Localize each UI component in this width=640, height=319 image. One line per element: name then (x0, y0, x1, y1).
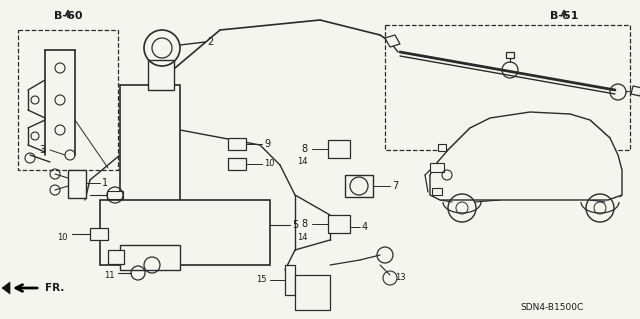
Bar (438, 144, 446, 151)
Bar (18, 30, 118, 170)
Text: 8: 8 (302, 144, 308, 154)
Bar (328, 215, 350, 233)
Polygon shape (631, 86, 640, 96)
Polygon shape (430, 112, 622, 200)
Bar (285, 265, 295, 295)
Text: 1: 1 (102, 178, 108, 188)
Polygon shape (506, 52, 514, 58)
Text: 5: 5 (292, 220, 298, 230)
Text: 11: 11 (104, 271, 115, 280)
Bar (228, 138, 246, 150)
Text: 3: 3 (39, 145, 45, 155)
Text: 12: 12 (307, 291, 317, 300)
Bar (228, 158, 246, 170)
Bar (328, 140, 350, 158)
Bar (432, 188, 442, 195)
Polygon shape (120, 85, 180, 240)
Text: B-51: B-51 (550, 11, 578, 21)
Bar (430, 163, 444, 172)
Text: 4: 4 (362, 222, 368, 232)
Bar (148, 60, 174, 90)
Bar (295, 275, 330, 310)
Text: 2: 2 (207, 37, 213, 47)
Text: B-60: B-60 (54, 11, 83, 21)
Text: 8: 8 (302, 219, 308, 229)
Bar (345, 175, 373, 197)
Text: 14: 14 (298, 158, 308, 167)
Bar (90, 228, 108, 240)
Bar (107, 191, 123, 199)
Bar (385, 25, 630, 150)
Text: 14: 14 (298, 234, 308, 242)
Bar (108, 250, 124, 264)
Text: 9: 9 (264, 139, 270, 149)
Text: FR.: FR. (45, 283, 65, 293)
Bar (68, 170, 86, 198)
Text: 15: 15 (257, 276, 267, 285)
Polygon shape (2, 282, 10, 294)
Text: 6: 6 (79, 190, 85, 200)
Bar (120, 245, 180, 270)
Polygon shape (100, 200, 270, 265)
Text: 7: 7 (392, 181, 398, 191)
Text: 10: 10 (264, 160, 275, 168)
Text: SDN4-B1500C: SDN4-B1500C (520, 303, 583, 313)
Text: 10: 10 (58, 233, 68, 241)
Text: 13: 13 (395, 273, 406, 283)
Polygon shape (385, 35, 400, 47)
